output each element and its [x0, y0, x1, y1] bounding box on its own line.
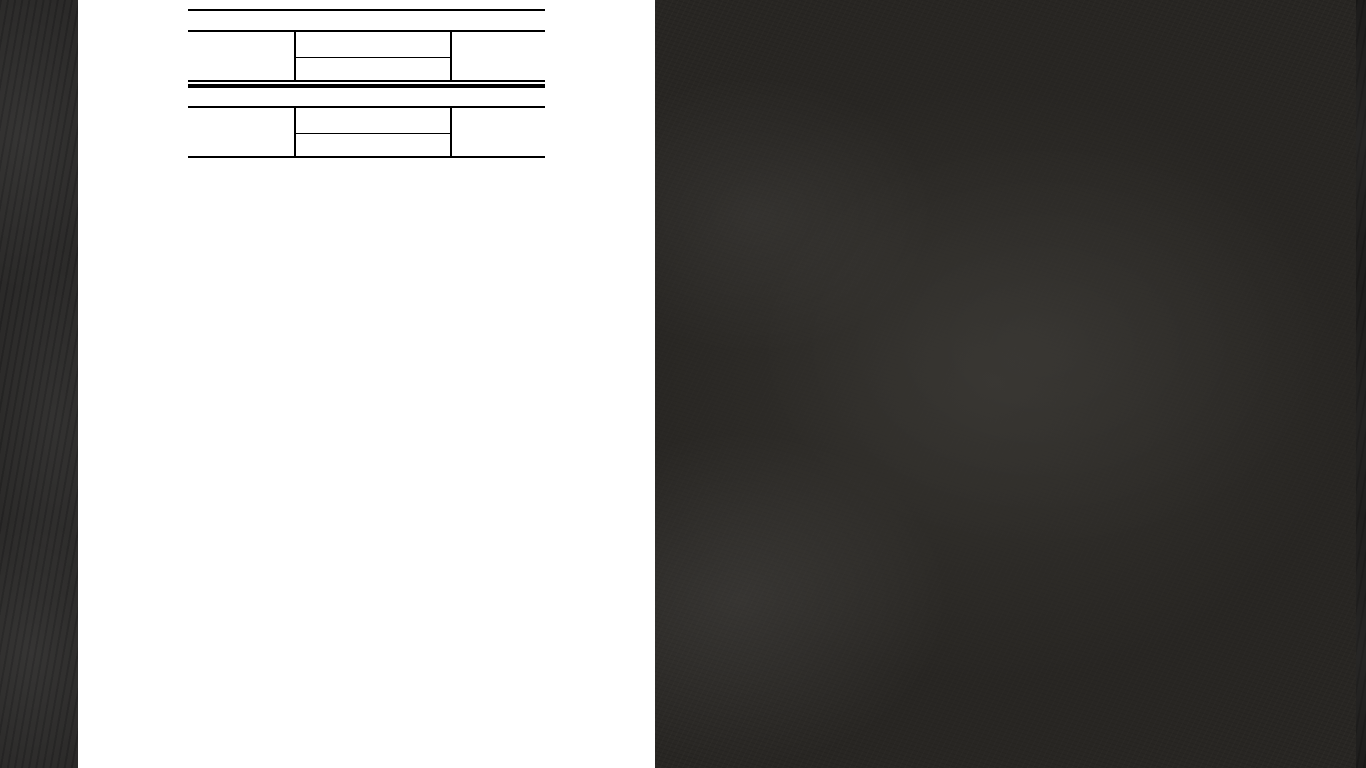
col-header-weight [188, 107, 296, 158]
col-header-2024 [295, 57, 373, 82]
col-header-2024 [295, 133, 373, 158]
col-header-price-group [295, 107, 452, 134]
easter-eggs-table [188, 9, 545, 82]
col-header-2025 [373, 57, 452, 82]
col-header-variation [451, 107, 545, 158]
eggs-table-title [188, 9, 545, 32]
dark-left-margin [0, 0, 78, 768]
col-header-2025 [373, 133, 452, 158]
col-header-variation [451, 31, 545, 82]
chocolate-bar-table [188, 84, 545, 158]
col-header-price-group [295, 31, 452, 58]
easter-photo [655, 0, 1356, 768]
dark-right-margin [1356, 0, 1366, 768]
bar-table-title [188, 84, 545, 108]
col-header-weight [188, 31, 296, 82]
document-page [78, 0, 655, 768]
